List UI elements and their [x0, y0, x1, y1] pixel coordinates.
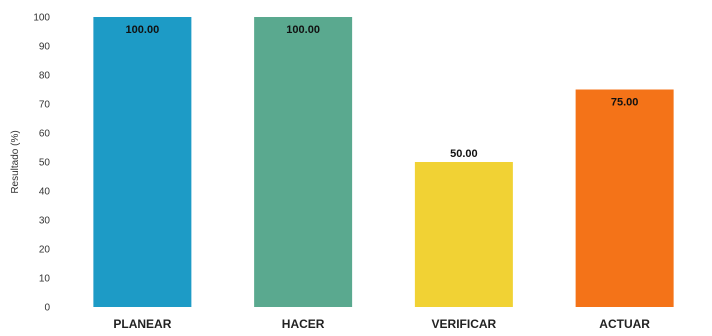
- bar-planear: [93, 17, 192, 307]
- x-tick-label: VERIFICAR: [432, 317, 497, 331]
- data-label: 100.00: [286, 24, 320, 36]
- y-tick-label: 50: [39, 158, 51, 169]
- data-labels: 100.00 100.00 50.00 75.00: [126, 24, 639, 160]
- y-axis-ticks: 0 10 20 30 40 50 60 70 80 90 100: [33, 13, 50, 314]
- y-tick-label: 70: [39, 100, 51, 111]
- x-tick-label: PLANEAR: [113, 317, 171, 331]
- x-tick-label: HACER: [282, 317, 325, 331]
- y-tick-label: 30: [39, 216, 51, 227]
- y-tick-label: 60: [39, 129, 51, 140]
- y-axis-title: Resultado (%): [10, 130, 21, 193]
- x-tick-label: ACTUAR: [599, 317, 650, 331]
- y-tick-label: 100: [33, 13, 50, 24]
- y-tick-label: 10: [39, 274, 51, 285]
- data-label: 75.00: [611, 97, 639, 109]
- data-label: 100.00: [126, 24, 160, 36]
- bar-verificar: [414, 162, 513, 307]
- y-tick-label: 20: [39, 245, 51, 256]
- data-label: 50.00: [450, 148, 478, 160]
- bar-hacer: [254, 17, 353, 307]
- y-tick-label: 0: [44, 303, 50, 314]
- y-tick-label: 80: [39, 71, 51, 82]
- bar-actuar: [575, 89, 674, 307]
- y-tick-label: 40: [39, 187, 51, 198]
- x-axis-labels: PLANEAR HACER VERIFICAR ACTUAR: [113, 317, 650, 331]
- y-tick-label: 90: [39, 42, 51, 53]
- bars: [93, 17, 674, 307]
